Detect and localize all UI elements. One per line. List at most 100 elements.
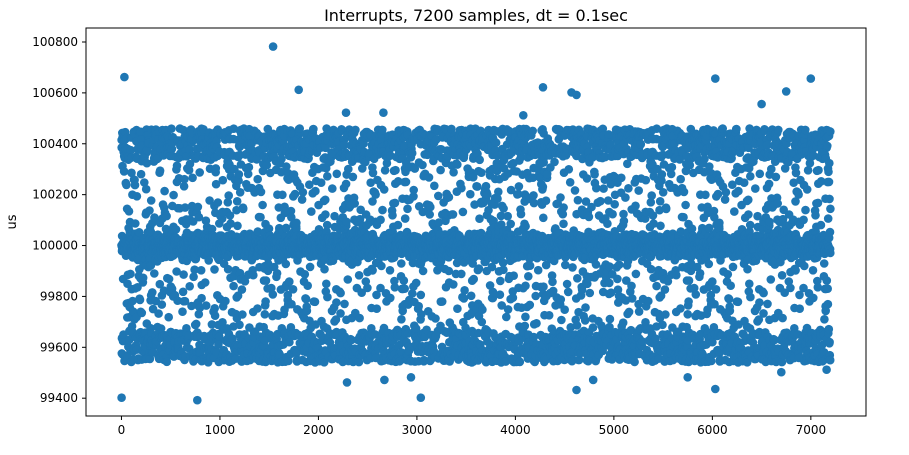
data-point	[283, 290, 293, 300]
data-point	[258, 200, 267, 210]
data-point	[244, 162, 254, 172]
data-point	[538, 182, 548, 192]
data-point	[514, 182, 524, 191]
data-point	[548, 277, 557, 287]
data-point	[146, 196, 156, 205]
data-point	[260, 310, 270, 319]
data-point	[343, 275, 353, 284]
data-point	[401, 177, 411, 187]
data-point	[232, 205, 241, 215]
data-point	[218, 318, 227, 327]
data-point	[469, 274, 479, 284]
data-point	[232, 197, 242, 206]
data-point	[316, 178, 326, 187]
data-point	[252, 155, 261, 164]
data-point	[321, 143, 330, 153]
data-point	[179, 182, 189, 191]
data-point	[565, 178, 575, 187]
data-point	[351, 125, 360, 135]
data-point	[368, 266, 377, 275]
data-point	[124, 207, 134, 216]
data-point	[599, 184, 608, 193]
data-point	[372, 290, 381, 300]
data-point	[411, 278, 421, 288]
data-point	[277, 167, 286, 177]
data-point	[287, 213, 296, 222]
data-point	[145, 206, 154, 215]
data-point	[475, 155, 485, 165]
data-point	[449, 168, 458, 177]
data-point	[234, 170, 244, 179]
data-point	[167, 124, 176, 133]
data-point	[342, 217, 351, 227]
data-point	[240, 277, 250, 286]
data-point	[136, 169, 146, 179]
data-point	[528, 126, 537, 136]
data-point	[391, 165, 400, 175]
data-point	[157, 300, 167, 309]
data-point	[573, 195, 583, 205]
data-point	[502, 312, 511, 322]
data-point	[434, 218, 444, 227]
data-point	[426, 202, 435, 212]
data-point	[122, 180, 131, 190]
data-point	[399, 276, 409, 285]
data-point	[368, 197, 377, 206]
data-point	[390, 198, 400, 208]
data-point	[297, 195, 307, 204]
data-point	[288, 285, 298, 294]
data-point	[573, 274, 582, 283]
data-point	[544, 311, 554, 320]
data-point	[376, 283, 385, 293]
data-point	[336, 309, 345, 318]
data-point	[154, 309, 163, 318]
data-point	[572, 321, 582, 330]
data-point	[214, 340, 223, 350]
data-point	[588, 323, 598, 332]
data-point	[444, 266, 454, 276]
data-point	[197, 293, 206, 303]
data-point	[155, 166, 165, 175]
data-point	[188, 173, 197, 183]
data-point	[225, 211, 235, 220]
data-point	[210, 304, 219, 313]
data-point	[141, 184, 151, 194]
data-point	[499, 204, 508, 213]
data-point	[330, 211, 339, 221]
data-point	[185, 159, 195, 169]
data-point	[185, 282, 194, 291]
data-point	[377, 261, 386, 271]
data-point	[411, 324, 421, 333]
data-point	[346, 335, 356, 345]
data-point	[503, 211, 512, 221]
data-point	[130, 180, 140, 190]
data-point	[171, 225, 181, 234]
data-point	[386, 293, 395, 303]
data-point	[603, 219, 612, 228]
data-point	[457, 269, 466, 279]
data-point	[556, 295, 566, 304]
data-point	[223, 198, 233, 207]
data-point	[172, 161, 182, 170]
data-point	[398, 306, 408, 316]
data-point	[169, 190, 178, 200]
data-point	[322, 279, 331, 289]
data-point	[533, 265, 543, 275]
data-point	[475, 214, 484, 223]
data-point	[226, 219, 235, 228]
data-point	[525, 300, 535, 310]
data-point	[531, 291, 540, 301]
data-point	[350, 199, 360, 208]
data-point	[287, 299, 296, 309]
data-point	[328, 184, 337, 193]
data-point	[424, 173, 434, 182]
data-point	[253, 304, 262, 313]
data-point	[321, 195, 330, 205]
data-point	[525, 261, 535, 271]
data-point	[322, 220, 332, 230]
data-point	[211, 179, 221, 189]
data-point	[584, 212, 594, 222]
data-point	[444, 192, 454, 202]
data-point	[508, 293, 518, 303]
data-point	[238, 204, 248, 214]
